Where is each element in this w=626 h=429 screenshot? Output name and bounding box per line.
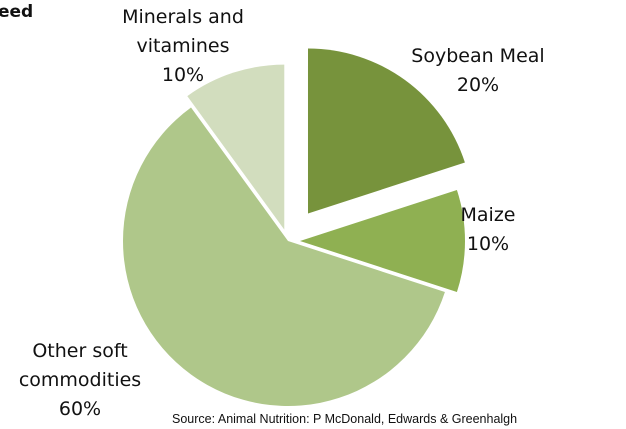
value-label: 20% — [456, 74, 500, 96]
value-label: 60% — [58, 398, 102, 420]
pie-slice — [187, 64, 285, 230]
category-label: Maize — [460, 204, 516, 226]
slice-label: Other soft commodities 60% — [0, 337, 160, 424]
value-label: 10% — [161, 64, 205, 86]
pie-slice — [300, 190, 465, 292]
slice-label: Minerals and vitamines 10% — [108, 3, 258, 90]
slice-label: Maize 10% — [438, 201, 538, 259]
category-label: Minerals and vitamines — [122, 6, 244, 57]
source-note: Source: Animal Nutrition: P McDonald, Ed… — [172, 412, 518, 426]
category-label: Soybean Meal — [411, 45, 545, 67]
value-label: 10% — [466, 233, 510, 255]
pie-slice — [307, 48, 465, 214]
category-label: Other soft commodities — [18, 340, 142, 391]
slice-label: Soybean Meal 20% — [398, 42, 558, 100]
chart-title: eed — [0, 2, 34, 22]
pie-slice — [123, 107, 445, 406]
